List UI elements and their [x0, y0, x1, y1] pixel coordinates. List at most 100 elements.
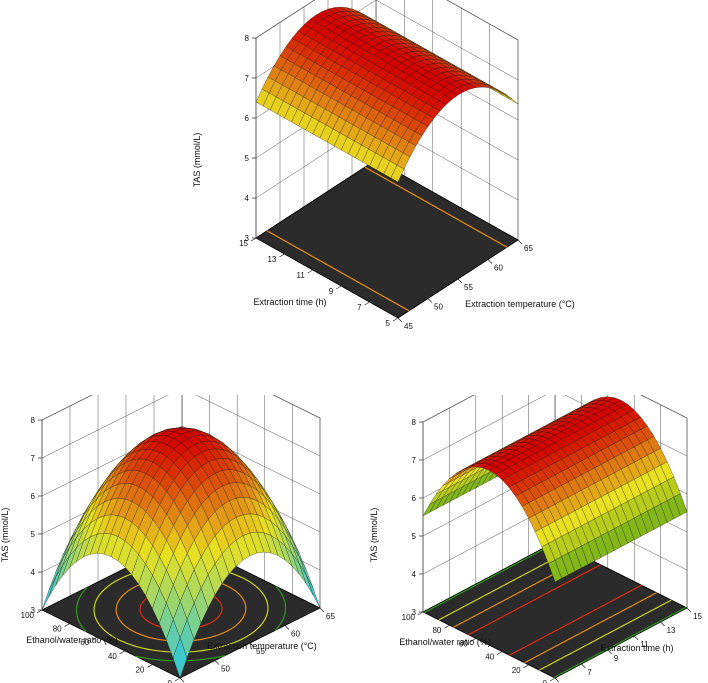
surface-cell — [172, 637, 188, 679]
y-tick-label: 60 — [459, 639, 468, 648]
y-axis-title: Ethanol/water ratio (%) — [26, 635, 118, 645]
z-tick-label: 7 — [245, 74, 250, 83]
y-tick-label: 100 — [21, 611, 35, 620]
z-axis-title: TAS (mmol/L) — [0, 508, 10, 563]
z-axis-title: TAS (mmol/L) — [369, 508, 379, 563]
z-tick-label: 8 — [31, 416, 36, 425]
x-tick-label: 50 — [221, 665, 230, 674]
contour-line — [438, 549, 672, 671]
plot-canvas: 345678100806040200579111315TAS (mmol/L)E… — [369, 395, 702, 683]
y-tick-label: 11 — [296, 271, 305, 280]
y-tick-label: 20 — [135, 665, 144, 674]
x-tick-label: 13 — [667, 626, 676, 635]
contour-line — [266, 166, 508, 312]
y-axis-title: Ethanol/water ratio (%) — [399, 637, 491, 647]
y-tick-mark — [250, 237, 257, 242]
y-tick-mark — [174, 677, 181, 682]
x-tick-mark — [457, 278, 463, 284]
grid-line — [195, 395, 321, 457]
y-tick-label: 80 — [432, 626, 441, 635]
x-axis-title: Extraction time (h) — [600, 643, 673, 653]
x-tick-mark — [633, 635, 639, 641]
x-tick-mark — [660, 621, 665, 627]
x-tick-label: 50 — [434, 303, 443, 312]
z-tick-label: 3 — [412, 608, 417, 617]
surface-plot-ratio-time: 345678100806040200579111315TAS (mmol/L)E… — [365, 395, 708, 683]
z-tick-label: 8 — [245, 34, 250, 43]
surface-plot-temperature-time: 3 4 5 6 7 8 15 13 11 9 7 5 45 50 55 60 65 TAS (mmol/L) Ext… — [190, 0, 620, 330]
y-tick-label: 15 — [239, 239, 248, 248]
y-tick-mark — [307, 269, 313, 274]
grid-line — [422, 395, 547, 461]
y-tick-mark — [92, 636, 98, 641]
x-tick-mark — [319, 607, 325, 613]
y-tick-label: 40 — [108, 652, 117, 661]
x-tick-mark — [554, 677, 560, 683]
z-tick-label: 3 — [245, 234, 250, 243]
grid-line — [375, 0, 519, 81]
y-tick-mark — [392, 317, 399, 322]
z-tick-label: 4 — [412, 570, 417, 579]
y-tick-label: 9 — [329, 287, 334, 296]
contour-line — [423, 542, 687, 678]
y-tick-mark — [36, 609, 43, 614]
x-tick-mark — [249, 642, 255, 648]
y-tick-label: 40 — [485, 653, 494, 662]
x-tick-label: 65 — [524, 244, 533, 253]
x-tick-mark — [581, 663, 586, 669]
y-tick-mark — [364, 301, 370, 306]
x-tick-label: 15 — [693, 612, 702, 621]
z-tick-label: 5 — [245, 154, 250, 163]
y-tick-mark — [549, 677, 556, 682]
y-tick-mark — [336, 285, 342, 290]
y-tick-label: 100 — [402, 613, 416, 622]
x-axis-title: Extraction temperature (°C) — [465, 299, 575, 309]
z-tick-label: 7 — [412, 456, 417, 465]
y-tick-label: 0 — [168, 679, 173, 683]
surface-cell — [390, 164, 405, 183]
z-tick-label: 7 — [31, 454, 36, 463]
y-tick-mark — [147, 664, 153, 668]
x-tick-label: 60 — [494, 264, 503, 273]
y-tick-mark — [444, 624, 450, 629]
z-tick-label: 3 — [31, 606, 36, 615]
y-tick-label: 80 — [53, 625, 62, 634]
z-axis-title: TAS (mmol/L) — [192, 133, 202, 188]
y-tick-label: 5 — [386, 319, 391, 328]
x-tick-mark — [214, 660, 220, 665]
z-tick-label: 6 — [31, 492, 36, 501]
y-tick-label: 0 — [543, 679, 548, 683]
x-tick-mark — [686, 607, 692, 613]
y-tick-mark — [470, 638, 476, 642]
surface-plot-ratio-temperature: 3456781008060402004550556065TAS (mmol/L)… — [0, 395, 345, 683]
x-tick-mark — [284, 625, 290, 630]
y-tick-mark — [64, 623, 70, 627]
z-tick-label: 8 — [412, 418, 417, 427]
y-tick-label: 60 — [80, 638, 89, 647]
y-tick-label: 7 — [357, 303, 362, 312]
x-tick-label: 60 — [291, 630, 300, 639]
y-axis-title: Extraction time (h) — [253, 297, 326, 307]
surface-cell — [548, 559, 562, 583]
x-tick-label: 7 — [587, 668, 592, 677]
y-tick-mark — [279, 253, 285, 258]
x-tick-mark — [487, 259, 493, 264]
y-tick-label: 20 — [512, 666, 521, 675]
contour-line — [468, 564, 642, 656]
y-tick-mark — [523, 664, 529, 669]
y-tick-mark — [417, 611, 424, 616]
x-axis-title: Extraction temperature (°C) — [207, 641, 317, 651]
plot-canvas: 3456781008060402004550556065TAS (mmol/L)… — [0, 395, 335, 683]
x-tick-label: 65 — [326, 612, 335, 621]
x-tick-mark — [607, 649, 613, 655]
x-tick-mark — [517, 239, 523, 245]
z-tick-label: 4 — [245, 194, 250, 203]
z-tick-label: 6 — [245, 114, 250, 123]
x-tick-mark — [397, 317, 403, 323]
x-tick-label: 45 — [404, 322, 413, 330]
y-tick-label: 13 — [267, 255, 276, 264]
x-tick-label: 9 — [614, 654, 619, 663]
grid-line — [41, 395, 169, 459]
z-tick-label: 4 — [31, 568, 36, 577]
